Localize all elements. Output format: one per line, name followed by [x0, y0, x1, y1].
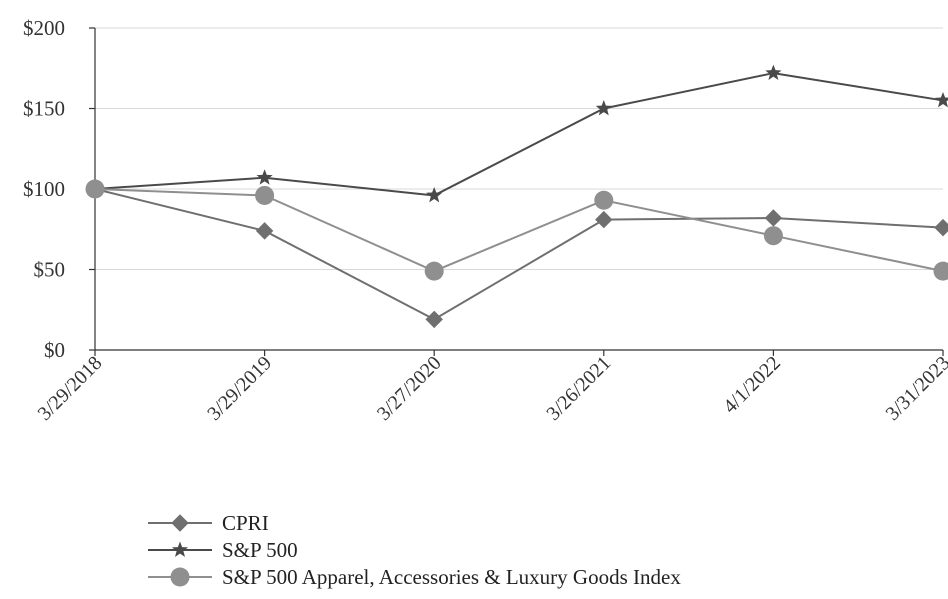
- y-tick-label: $0: [44, 338, 65, 362]
- data-point-s-p-500: [934, 91, 948, 108]
- series-lines: [94, 72, 944, 321]
- axes: [89, 27, 944, 356]
- x-tick-label: 3/27/2020: [373, 352, 446, 425]
- legend-label-s-p-500: S&P 500: [222, 538, 298, 562]
- legend: CPRI S&P 500 S&P 500 Apparel, Accessories …: [148, 511, 681, 589]
- legend-marker-s-p-500-apparel-accessories-luxury-goods-index: [170, 567, 190, 587]
- series-line-cpri: [94, 188, 944, 321]
- data-point-cpri: [425, 310, 443, 329]
- legend-label-cpri: CPRI: [222, 511, 269, 535]
- y-tick-label: $200: [23, 16, 65, 40]
- data-point-s-p-500-apparel-accessories-luxury-goods-index: [933, 261, 948, 281]
- data-point-s-p-500-apparel-accessories-luxury-goods-index: [594, 190, 614, 210]
- data-point-s-p-500-apparel-accessories-luxury-goods-index: [763, 226, 783, 246]
- data-point-s-p-500: [256, 169, 273, 185]
- data-point-s-p-500: [426, 186, 443, 203]
- x-tick-label: 4/1/2022: [719, 352, 785, 418]
- data-point-s-p-500-apparel-accessories-luxury-goods-index: [424, 261, 444, 281]
- data-point-s-p-500: [765, 64, 782, 80]
- series-line-s-p-500: [94, 72, 944, 197]
- data-point-cpri: [595, 210, 613, 229]
- series-line-s-p-500-apparel-accessories-luxury-goods-index: [94, 188, 944, 273]
- legend-marker-s-p-500: [171, 541, 189, 557]
- y-tick-label: $50: [34, 258, 66, 282]
- legend-label-s-p-500-apparel-accessories-luxury-goods-index: S&P 500 Apparel, Accessories & Luxury Go…: [222, 565, 681, 589]
- x-tick-label: 3/29/2018: [34, 352, 107, 425]
- x-tick-label: 3/29/2019: [203, 352, 276, 425]
- x-tick-label: 3/26/2021: [542, 352, 615, 425]
- y-tick-labels: $0 $50 $100 $150 $200: [23, 16, 65, 362]
- data-point-cpri: [934, 218, 948, 237]
- gridlines: [95, 27, 943, 270]
- data-point-cpri: [255, 222, 274, 240]
- y-tick-label: $100: [23, 177, 65, 201]
- data-point-s-p-500-apparel-accessories-luxury-goods-index: [255, 185, 275, 205]
- x-tick-labels: 3/29/2018 3/29/2019 3/27/2020 3/26/2021 4/1/…: [34, 352, 948, 425]
- legend-marker-cpri: [171, 514, 189, 532]
- data-point-s-p-500: [595, 100, 612, 116]
- y-tick-label: $150: [23, 97, 65, 121]
- data-point-s-p-500-apparel-accessories-luxury-goods-index: [85, 179, 105, 199]
- x-tick-label: 3/31/2023: [882, 352, 948, 425]
- series-markers: [85, 64, 948, 329]
- data-point-cpri: [764, 209, 783, 227]
